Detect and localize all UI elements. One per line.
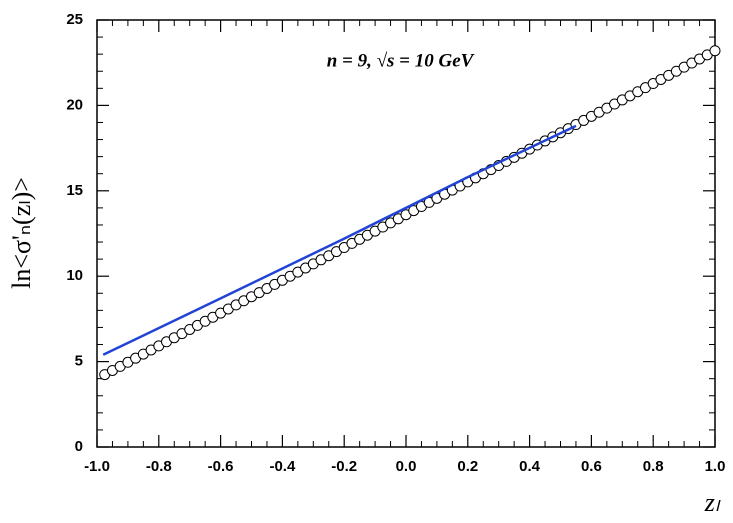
- x-tick-label: 0.8: [643, 458, 664, 475]
- y-tick-label: 10: [66, 267, 83, 284]
- x-tick-label: -0.6: [208, 458, 234, 475]
- data-point: [709, 45, 721, 57]
- x-tick-label: 0.4: [519, 458, 541, 475]
- y-tick-label: 5: [75, 353, 83, 370]
- x-axis-label: zₗ: [704, 488, 721, 517]
- x-tick-label: 0.6: [581, 458, 602, 475]
- x-tick-label: -0.8: [146, 458, 172, 475]
- y-tick-label: 0: [75, 438, 83, 455]
- x-tick-label: 0.2: [457, 458, 478, 475]
- y-tick-label: 20: [66, 96, 83, 113]
- x-tick-label: 1.0: [705, 458, 726, 475]
- y-tick-label: 25: [66, 11, 83, 28]
- plot-frame: [96, 19, 716, 448]
- x-tick-label: 0.0: [396, 458, 417, 475]
- x-tick-label: -0.4: [269, 458, 296, 475]
- y-tick-label: 15: [66, 182, 83, 199]
- annotation: n = 9, √s = 10 GeV: [327, 50, 475, 71]
- fit-line: [102, 124, 577, 356]
- y-axis-label: ln<σ'ₙ(zₗ)>: [7, 177, 36, 289]
- x-tick-label: -1.0: [84, 458, 110, 475]
- x-tick-label: -0.2: [331, 458, 357, 475]
